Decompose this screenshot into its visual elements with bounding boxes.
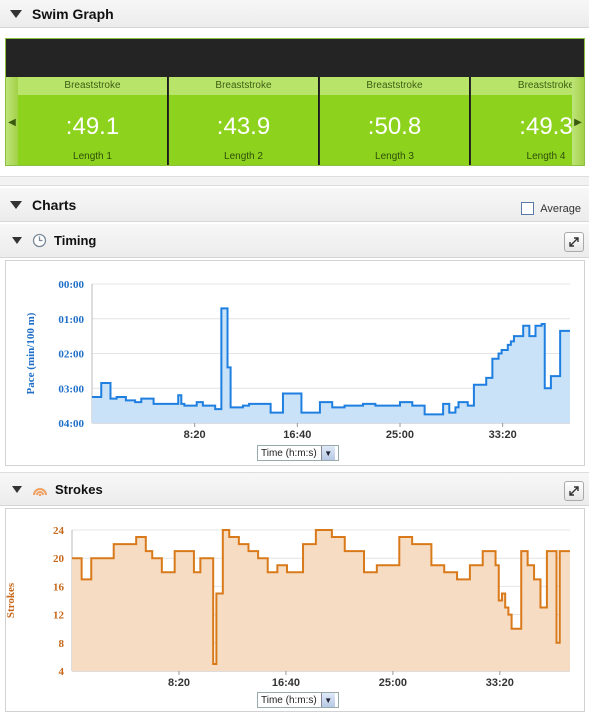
timing-chart-frame: 00:00 01:00 02:00 03:00 04:00 8:20 16:40 25:00 3… [5, 260, 585, 466]
series-area [92, 308, 570, 423]
y-tick-label: 03:00 [58, 383, 84, 395]
collapse-triangle-icon[interactable] [10, 9, 22, 18]
x-tick-label: 25:00 [379, 677, 407, 689]
lap-stroke-type: Breaststroke [18, 77, 167, 95]
scroll-left-button[interactable]: ◀ [6, 77, 18, 165]
collapse-triangle-icon[interactable] [12, 237, 22, 244]
y-tick-label: 4 [59, 666, 65, 678]
clock-icon [32, 233, 47, 248]
series-line [72, 529, 570, 665]
time-select-value: Time (h:m:s) [261, 447, 317, 459]
lap-stroke-type: Breaststroke [320, 77, 469, 95]
x-tick-label: 8:20 [184, 429, 206, 441]
x-tick-label: 33:20 [489, 429, 517, 441]
timing-chart: 00:00 01:00 02:00 03:00 04:00 8:20 16:40 25:00 3… [25, 279, 570, 441]
series-area [72, 530, 570, 671]
strokes-chart-frame: 4 8 12 16 20 24 8:20 16:40 25:00 33:20 Strokes Tim… [5, 508, 585, 712]
x-tick-label: 33:20 [486, 677, 514, 689]
x-tick-label: 25:00 [386, 429, 414, 441]
y-tick-label: 24 [53, 525, 65, 537]
lap-time: :49.1 [65, 113, 120, 140]
lap-length: Length 4 [526, 151, 566, 162]
swim-graph-top-band [6, 39, 584, 77]
chevron-down-icon[interactable]: ▼ [320, 446, 335, 460]
y-tick-label: 8 [59, 638, 65, 650]
timing-title: Timing [54, 233, 97, 248]
y-axis-title: Strokes [6, 582, 17, 618]
strokes-header[interactable]: Strokes [0, 472, 589, 506]
y-tick-label: 12 [53, 610, 65, 622]
average-checkbox[interactable] [521, 202, 535, 215]
strokes-icon [32, 482, 48, 496]
lap-card[interactable]: Breaststroke :50.8 Length 3 [320, 77, 470, 165]
x-tick-label: 8:20 [168, 677, 190, 689]
lap-card[interactable]: Breaststroke :43.9 Length 2 [169, 77, 319, 165]
charts-header[interactable]: Charts Average [0, 188, 589, 222]
lap-time: :43.9 [216, 113, 271, 140]
y-axis-title: Pace (min/100 m) [25, 312, 37, 394]
average-toggle[interactable]: Average [521, 202, 581, 215]
y-tick-label: 20 [53, 553, 65, 565]
expand-chart-button[interactable] [564, 232, 584, 252]
charts-title: Charts [32, 196, 77, 213]
chevron-right-icon: ▶ [574, 116, 582, 128]
chevron-left-icon: ◀ [8, 116, 16, 128]
expand-icon [569, 237, 579, 247]
lap-length: Length 2 [224, 151, 263, 162]
strokes-chart: 4 8 12 16 20 24 8:20 16:40 25:00 33:20 Strokes [6, 525, 570, 689]
series-line [92, 307, 570, 416]
swim-graph-panel: ◀ Breaststroke :49.1 Length 1 Breaststro… [5, 38, 585, 166]
lap-card[interactable]: Breaststroke :49.1 Length 1 [18, 77, 168, 165]
y-tick-label: 00:00 [58, 279, 84, 291]
chevron-down-icon[interactable]: ▼ [320, 693, 335, 707]
y-tick-label: 04:00 [58, 418, 84, 430]
strokes-time-select[interactable]: Time (h:m:s) ▼ [257, 692, 339, 708]
y-tick-label: 01:00 [58, 314, 84, 326]
collapse-triangle-icon[interactable] [12, 485, 22, 493]
time-select-value: Time (h:m:s) [261, 694, 317, 706]
scroll-right-button[interactable]: ▶ [572, 77, 584, 165]
lap-time: :50.8 [367, 113, 422, 140]
lap-card[interactable]: Breaststroke :49.3 Length 4 [471, 77, 572, 165]
lap-stroke-type: Breaststroke [169, 77, 318, 95]
swim-graph-header[interactable]: Swim Graph [0, 0, 589, 28]
collapse-triangle-icon[interactable] [10, 200, 22, 209]
y-tick-label: 02:00 [58, 349, 84, 361]
y-tick-label: 16 [53, 581, 65, 593]
strokes-title: Strokes [55, 481, 103, 497]
lap-time: :49.3 [519, 113, 572, 140]
x-tick-label: 16:40 [272, 677, 300, 689]
expand-chart-button[interactable] [564, 481, 584, 501]
timing-time-select[interactable]: Time (h:m:s) ▼ [257, 445, 339, 461]
x-tick-label: 16:40 [283, 429, 311, 441]
average-label: Average [540, 202, 581, 215]
expand-icon [569, 486, 579, 496]
section-divider [0, 176, 589, 186]
lap-length: Length 1 [73, 151, 112, 162]
swim-graph-title: Swim Graph [32, 5, 114, 22]
lap-length: Length 3 [375, 151, 414, 162]
timing-header[interactable]: Timing [0, 224, 589, 258]
lap-stroke-type: Breaststroke [471, 77, 572, 95]
